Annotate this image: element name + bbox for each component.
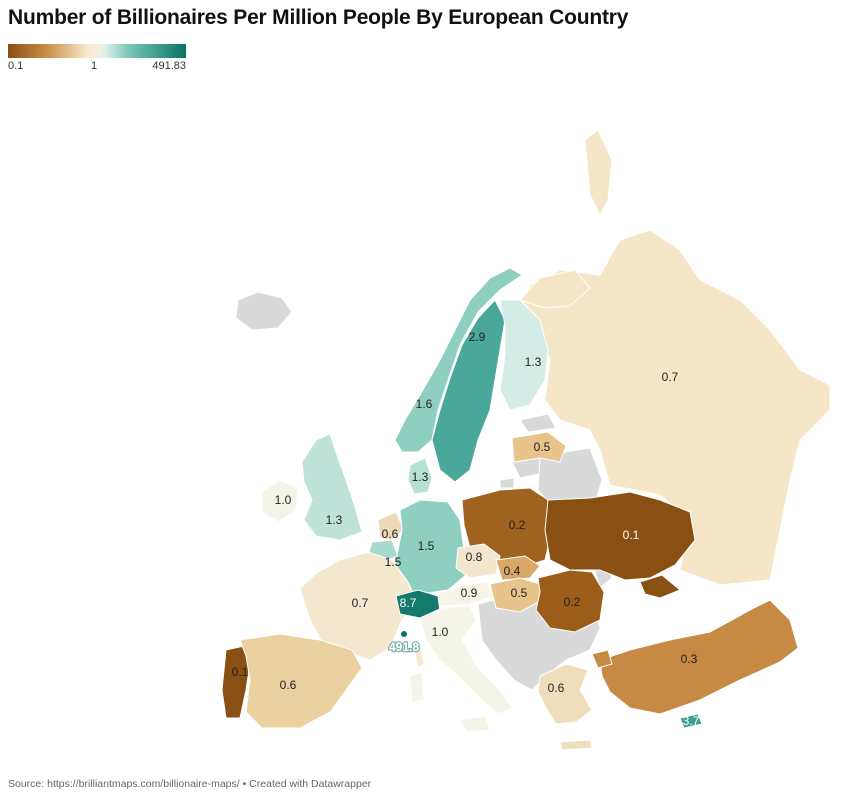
ukraine-region [544, 491, 696, 581]
czechia-region [455, 543, 501, 579]
value-labels: 0.7 2.9 1.6 1.3 0.5 1.3 1.0 1.3 0.6 1.5 … [232, 330, 700, 728]
label-czechia: 0.8 [466, 550, 483, 564]
cyprus-region [679, 713, 703, 729]
spain-region [239, 633, 363, 729]
label-russia: 0.7 [662, 370, 679, 384]
estonia-shape [519, 413, 557, 433]
uk-region [301, 433, 363, 541]
crete-region [559, 739, 593, 751]
label-france: 0.7 [352, 596, 369, 610]
ireland-region [261, 479, 299, 523]
label-greece: 0.6 [548, 681, 565, 695]
russia-north-island-region [584, 129, 613, 217]
turkey-thrace-region [591, 649, 613, 669]
corsica-region [413, 643, 425, 669]
norway-region [394, 267, 523, 453]
label-finland: 1.3 [525, 355, 542, 369]
legend-mid-label: 1 [91, 60, 98, 72]
italy-region [419, 605, 513, 715]
label-switzerland: 8.7 [400, 596, 417, 610]
sardinia-region [409, 671, 425, 703]
label-austria: 0.9 [461, 586, 478, 600]
legend-gradient-bar [8, 44, 186, 58]
label-poland: 0.2 [509, 518, 526, 532]
label-turkey: 0.3 [681, 652, 698, 666]
label-romania: 0.2 [564, 595, 581, 609]
legend-min-label: 0.1 [8, 60, 24, 72]
label-latvia: 0.5 [534, 440, 551, 454]
label-uk: 1.3 [326, 513, 343, 527]
color-legend: 0.1 1 491.83 [8, 44, 186, 72]
label-belgium: 1.5 [385, 555, 402, 569]
romania-region [535, 569, 605, 633]
kaliningrad-shape [499, 477, 515, 489]
monaco-marker [401, 631, 407, 637]
sicily-region [459, 715, 491, 733]
latvia-region [511, 431, 567, 463]
country-regions [221, 129, 831, 751]
russia-kola-region [519, 269, 591, 309]
russia-region [519, 229, 831, 586]
label-spain: 0.6 [280, 678, 297, 692]
netherlands-region [377, 511, 405, 541]
label-italy: 1.0 [432, 625, 449, 639]
greece-region [537, 663, 593, 725]
label-hungary: 0.5 [511, 586, 528, 600]
label-sweden: 2.9 [469, 330, 486, 344]
slovakia-region [495, 555, 541, 581]
turkey-region [599, 599, 799, 715]
label-cyprus: 3.7 [683, 714, 700, 728]
crimea-region [639, 574, 681, 599]
label-slovakia: 0.4 [504, 564, 521, 578]
source-note: Source: https://brilliantmaps.com/billio… [8, 778, 372, 790]
label-netherlands: 0.6 [382, 527, 399, 541]
denmark-region [407, 457, 433, 495]
legend-max-label: 491.83 [152, 60, 186, 72]
label-ireland: 1.0 [275, 493, 292, 507]
chart-title: Number of Billionaires Per Million Peopl… [8, 6, 629, 29]
label-norway: 1.6 [416, 397, 433, 411]
label-germany: 1.5 [418, 539, 435, 553]
sweden-region [431, 299, 506, 483]
label-denmark: 1.3 [412, 470, 429, 484]
france-region [299, 551, 417, 661]
finland-region [499, 299, 549, 411]
iceland-shape [235, 291, 293, 331]
label-ukraine: 0.1 [623, 528, 640, 542]
label-portugal: 0.1 [232, 665, 249, 679]
label-monaco: 491.8 [389, 640, 419, 654]
